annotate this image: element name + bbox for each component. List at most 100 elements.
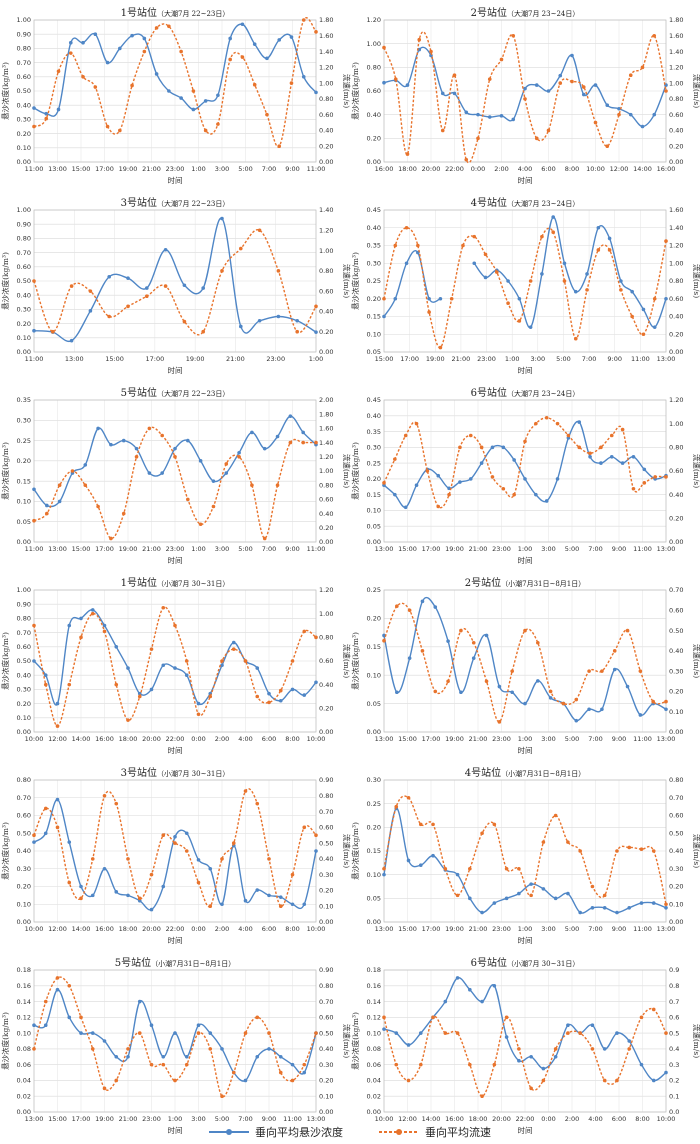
chart-title-sub: （小潮7月31日~8月1日）: [501, 770, 586, 778]
plot-frame: [383, 209, 667, 353]
y2-tick-label: 1.20: [319, 586, 333, 594]
velocity-point: [431, 1015, 435, 1020]
chart-title: 3号站位（大潮7月 22~23日）: [0, 194, 350, 209]
y-tick-label: 0.60: [367, 87, 381, 95]
y2-tick-label: 0.00: [319, 538, 333, 546]
concentration-point: [142, 36, 147, 41]
x-tick-label: 13:00: [48, 165, 67, 173]
x-tick-label: 13:00: [25, 1115, 44, 1123]
velocity-point: [468, 1062, 472, 1067]
concentration-point: [55, 987, 60, 992]
y2-tick-label: 1.20: [319, 226, 333, 234]
velocity-point: [427, 310, 431, 314]
y-tick-label: 0.00: [367, 918, 381, 926]
y2-tick-label: 0.60: [669, 606, 683, 614]
concentration-point: [382, 314, 386, 319]
concentration-point: [651, 901, 656, 905]
x-tick-label: 13:00: [657, 355, 676, 363]
velocity-point: [517, 319, 522, 323]
velocity-point: [602, 893, 607, 898]
concentration-point: [438, 296, 443, 301]
y-tick-label: 0.20: [17, 457, 31, 465]
velocity-point: [255, 1015, 260, 1020]
velocity-point: [211, 504, 216, 509]
x-tick-label: 4:00: [518, 165, 533, 173]
velocity-point: [534, 136, 539, 141]
concentration-point: [490, 445, 495, 450]
concentration-point: [468, 896, 472, 901]
y2-tick-label: 1.60: [319, 425, 333, 433]
velocity-point: [471, 640, 476, 645]
x-tick-label: 5:00: [215, 1115, 230, 1123]
y-tick-label: 0.04: [367, 1077, 381, 1085]
velocity-point: [314, 1031, 318, 1035]
concentration-point: [407, 656, 412, 660]
velocity-point: [596, 248, 601, 252]
x-tick-label: 1:00: [518, 545, 533, 553]
x-tick-label: 13:00: [657, 735, 676, 743]
concentration-point: [506, 279, 510, 283]
y-tick-label: 0.20: [17, 130, 31, 138]
velocity-point: [126, 718, 130, 722]
x-tick-label: 16:00: [375, 165, 394, 173]
legend-item-velocity: 垂向平均流速: [379, 1124, 491, 1140]
y-tick-label: 0.70: [17, 629, 31, 637]
chart-title: 1号站位（大潮7月 22~23日）: [0, 4, 350, 19]
y2-tick-label: 0.60: [669, 812, 683, 820]
y-tick-label: 0.40: [17, 291, 31, 299]
concentration-point: [517, 891, 521, 896]
y2-tick-label: 1.20: [669, 396, 683, 404]
velocity-point: [173, 841, 177, 845]
plot-frame: [383, 589, 667, 733]
concentration-point: [56, 107, 61, 112]
velocity-point: [184, 1062, 189, 1067]
y2-tick-label: 1.40: [669, 48, 683, 56]
concentration-point: [220, 216, 224, 221]
y-tick-label: 0.45: [367, 396, 381, 404]
x-tick-label: 22:00: [445, 165, 464, 173]
y2-tick-label: 0.80: [319, 982, 333, 990]
x-tick-label: 5:00: [565, 925, 580, 933]
concentration-point: [257, 318, 262, 323]
legend: 垂向平均悬沙浓度 垂向平均流速: [0, 1122, 700, 1142]
concentration-point: [276, 314, 281, 319]
velocity-point: [88, 289, 93, 293]
y2-tick-label: 0.10: [319, 902, 333, 910]
concentration-point: [472, 261, 477, 266]
x-tick-label: 5:00: [565, 545, 580, 553]
x-tick-label: 13:00: [375, 735, 394, 743]
x-tick-label: 23:00: [492, 545, 511, 553]
chart-title: 3号站位（小潮7月 30~31日）: [0, 764, 350, 779]
y2-tick-label: 0.70: [669, 586, 683, 594]
concentration-point: [631, 455, 636, 459]
y2-tick-label: 0.8: [669, 982, 679, 990]
concentration-point: [126, 893, 130, 898]
y2-tick-label: 0.40: [669, 127, 683, 135]
y-tick-label: 0.20: [367, 135, 381, 143]
velocity-point: [267, 1031, 271, 1035]
velocity-point: [455, 893, 460, 898]
concentration-point: [607, 236, 612, 241]
concentration-point: [149, 907, 154, 912]
velocity-point: [529, 893, 533, 898]
concentration-point: [443, 999, 448, 1004]
y2-tick-label: 1.60: [669, 32, 683, 40]
chart-panel-6: 6号站位（大潮7月 23~24日） 0.00 0.05 0.10 0.15 0.20 0.2…: [350, 382, 700, 572]
velocity-point: [147, 426, 152, 431]
x-tick-label: 14:00: [633, 165, 652, 173]
velocity-point: [184, 849, 189, 853]
y2-tick-label: 0.30: [319, 1061, 333, 1069]
velocity-point: [639, 847, 644, 852]
y-tick-label: 0.20: [367, 615, 381, 623]
velocity-point: [600, 669, 604, 673]
y-tick-label: 0.00: [367, 728, 381, 736]
velocity-point: [167, 24, 171, 29]
y-tick-label: 0.16: [17, 982, 31, 990]
concentration-point: [577, 420, 582, 424]
x-tick-label: 17:00: [145, 355, 164, 363]
x-tick-label: 9:00: [262, 1115, 277, 1123]
velocity-point: [587, 669, 591, 673]
velocity-point: [231, 1070, 236, 1075]
legend-label-concentration: 垂向平均悬沙浓度: [255, 1126, 343, 1139]
concentration-point: [541, 887, 546, 891]
